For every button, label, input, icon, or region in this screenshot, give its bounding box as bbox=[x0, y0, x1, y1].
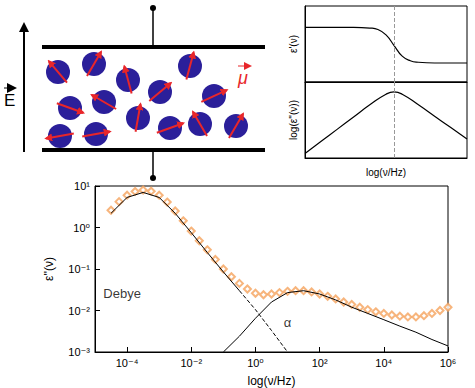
svg-text:E: E bbox=[4, 91, 15, 110]
svg-text:ε'(ν): ε'(ν) bbox=[288, 35, 299, 53]
svg-text:10¹: 10¹ bbox=[74, 180, 90, 192]
svg-text:10⁴: 10⁴ bbox=[375, 357, 392, 369]
svg-text:ε''(ν): ε''(ν) bbox=[42, 257, 56, 281]
svg-text:10⁻²: 10⁻² bbox=[68, 305, 90, 317]
svg-text:log(ε''(ν)): log(ε''(ν)) bbox=[288, 100, 299, 140]
svg-text:Debye: Debye bbox=[103, 286, 141, 301]
svg-text:10⁻³: 10⁻³ bbox=[68, 346, 90, 358]
svg-text:10⁰: 10⁰ bbox=[73, 222, 90, 234]
svg-text:log(ν/Hz): log(ν/Hz) bbox=[247, 374, 295, 388]
svg-text:10⁻⁴: 10⁻⁴ bbox=[116, 357, 139, 369]
svg-text:α: α bbox=[284, 315, 292, 330]
svg-text:10⁰: 10⁰ bbox=[247, 357, 264, 369]
svg-text:10⁻¹: 10⁻¹ bbox=[68, 263, 90, 275]
svg-text:10⁻²: 10⁻² bbox=[180, 357, 202, 369]
svg-text:log(ν/Hz): log(ν/Hz) bbox=[366, 167, 406, 178]
svg-text:10⁶: 10⁶ bbox=[440, 357, 457, 369]
svg-text:μ: μ bbox=[237, 68, 248, 88]
svg-text:10²: 10² bbox=[312, 357, 328, 369]
